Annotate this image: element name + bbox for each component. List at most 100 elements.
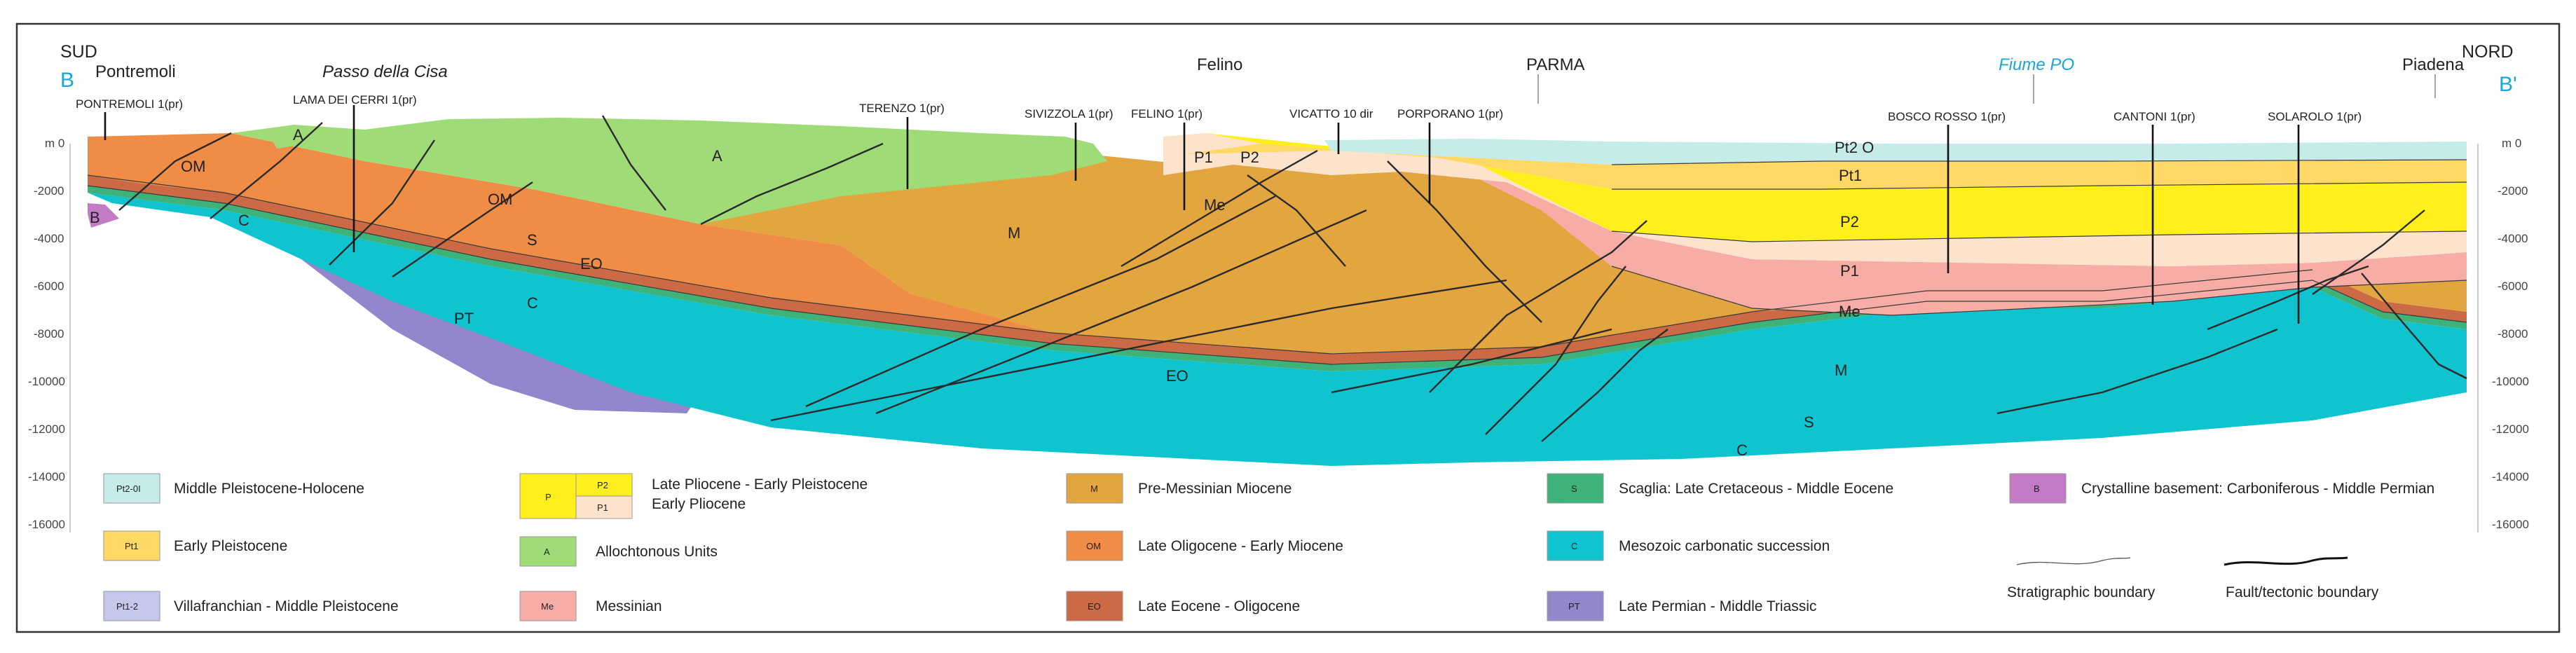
legend-swatch-a — [519, 536, 577, 567]
unit-label-eo-left: EO — [580, 255, 603, 273]
legend-label-eo: Late Eocene - Oligocene — [1138, 598, 1300, 614]
legend-swatch-m — [1066, 473, 1123, 504]
legend-code-om: OM — [1086, 541, 1101, 551]
unit-label-me: Me — [1839, 303, 1861, 320]
place-passo-della-cisa: Passo della Cisa — [322, 62, 448, 81]
unit-label-p1: P1 — [1840, 262, 1859, 280]
legend-code-c: C — [1571, 541, 1577, 551]
legend-swatch-pt12 — [103, 591, 160, 621]
legend-code-p2: P2 — [597, 480, 608, 490]
unit-labels: OM A B C A OM S EO C PT M P1 P2 Me EO Pt… — [90, 126, 1874, 459]
legend-swatch-p — [519, 473, 577, 519]
depth-tick-left-0: m 0 — [45, 137, 64, 150]
legend-label-a: Allochtonous Units — [596, 544, 718, 560]
place-felino: Felino — [1197, 55, 1242, 74]
unit-label-c-mid: C — [527, 294, 538, 312]
legend-label-pt1: Early Pleistocene — [174, 538, 287, 554]
legend-label-b: Crystalline basement: Carboniferous - Mi… — [2081, 481, 2434, 497]
legend-swatch-s — [1547, 473, 1604, 504]
south-direction-label: SUD — [60, 42, 97, 62]
well-label-terenzo: TERENZO 1(pr) — [859, 102, 945, 115]
unit-a-small-area — [266, 126, 308, 149]
place-fiume-po: Fiume PO — [1999, 55, 2074, 74]
section-end-label: B' — [2499, 73, 2517, 96]
depth-tick-right-12000: -12000 — [2492, 422, 2529, 436]
well-label-porporano: PORPORANO 1(pr) — [1397, 107, 1503, 121]
depth-tick-left-14000: -14000 — [28, 470, 65, 483]
unit-label-a-main: A — [712, 147, 722, 165]
unit-label-p2: P2 — [1840, 213, 1859, 231]
depth-tick-left-6000: -6000 — [34, 280, 64, 293]
legend-swatch-c — [1547, 530, 1604, 561]
depth-tick-left-12000: -12000 — [28, 422, 65, 436]
unit-label-s-right: S — [1804, 413, 1814, 431]
unit-a-area — [231, 118, 1107, 224]
unit-eo-area — [88, 175, 2467, 364]
legend-swatch-pt2o — [103, 473, 160, 504]
legend-fault-line — [2224, 556, 2348, 566]
unit-label-p1-felino: P1 — [1194, 149, 1213, 166]
fault-lines — [118, 115, 2467, 442]
depth-scale-right: m 0 -2000 -4000 -6000 -8000 -10000 -1200… — [2477, 137, 2529, 532]
unit-b-area — [88, 203, 119, 228]
section-start-label: B — [60, 69, 74, 92]
depth-tick-right-4000: -4000 — [2498, 232, 2528, 245]
place-piadena: Piadena — [2402, 55, 2465, 74]
well-label-vicatto: VICATTO 10 dir — [1289, 107, 1373, 121]
unit-label-pt2o: Pt2 O — [1835, 139, 1874, 156]
legend-label-p1-early: Early Pliocene — [652, 496, 746, 512]
legend-label-m: Pre-Messinian Miocene — [1138, 481, 1292, 497]
legend-stratigraphic-line — [2016, 557, 2131, 565]
legend-label-me: Messinian — [596, 598, 662, 614]
legend-code-pt: PT — [1568, 601, 1580, 612]
legend-code-eo: EO — [1088, 601, 1101, 612]
depth-tick-right-14000: -14000 — [2492, 470, 2529, 483]
legend-label-strat: Stratigraphic boundary — [2007, 584, 2156, 600]
legend-code-b: B — [2034, 483, 2040, 494]
north-direction-label: NORD — [2462, 42, 2514, 62]
unit-label-c-left: C — [238, 212, 249, 229]
depth-tick-left-16000: -16000 — [28, 518, 65, 531]
depth-tick-right-16000: -16000 — [2492, 518, 2529, 531]
unit-pt2o-area — [1324, 139, 2467, 165]
legend-label-s: Scaglia: Late Cretaceous - Middle Eocene — [1619, 481, 1893, 497]
legend-swatch-b — [2009, 473, 2067, 504]
well-lines — [104, 105, 2300, 324]
well-label-pontremoli: PONTREMOLI 1(pr) — [76, 97, 183, 111]
legend-label-pt2o: Middle Pleistocene-Holocene — [174, 481, 364, 497]
depth-tick-left-4000: -4000 — [34, 232, 64, 245]
well-label-solarolo: SOLAROLO 1(pr) — [2268, 110, 2362, 123]
unit-label-b: B — [90, 209, 100, 226]
legend-code-pt2o: Pt2-0I — [116, 483, 141, 494]
unit-label-c-right: C — [1736, 441, 1748, 459]
unit-label-om-pontremoli: OM — [181, 158, 205, 175]
unit-me-area — [1163, 154, 2467, 315]
legend-code-p: P — [545, 492, 551, 502]
legend-swatch-pt — [1547, 591, 1604, 621]
depth-tick-right-10000: -10000 — [2492, 375, 2529, 388]
legend-code-pt1: Pt1 — [125, 541, 139, 551]
legend-swatch-pt1 — [103, 530, 160, 561]
unit-label-s-left: S — [527, 231, 537, 249]
legend-code-me: Me — [541, 601, 554, 612]
legend-label-om: Late Oligocene - Early Miocene — [1138, 538, 1343, 554]
place-pontremoli: Pontremoli — [95, 62, 176, 81]
legend-code-s: S — [1571, 483, 1577, 494]
unit-p2-area — [1205, 133, 2467, 242]
unit-label-a-small: A — [293, 126, 303, 144]
legend-swatch-om — [1066, 530, 1123, 561]
unit-polygons — [88, 118, 2467, 466]
depth-scale-left: m 0 -2000 -4000 -6000 -8000 -10000 -1200… — [28, 137, 71, 532]
depth-tick-left-8000: -8000 — [34, 327, 64, 341]
legend-label-pt12: Villafranchian - Middle Pleistocene — [174, 598, 399, 614]
unit-label-pt1: Pt1 — [1839, 167, 1862, 184]
legend-label-c: Mesozoic carbonatic succession — [1619, 538, 1830, 554]
well-label-lama-dei-cerri: LAMA DEI CERRI 1(pr) — [293, 93, 417, 106]
well-label-sivizzola: SIVIZZOLA 1(pr) — [1025, 107, 1114, 121]
legend-swatch-p1 — [575, 495, 633, 519]
legend-code-a: A — [544, 547, 550, 557]
depth-tick-right-2000: -2000 — [2498, 184, 2528, 198]
unit-c-area — [88, 193, 2467, 466]
legend-code-m: M — [1090, 483, 1098, 494]
